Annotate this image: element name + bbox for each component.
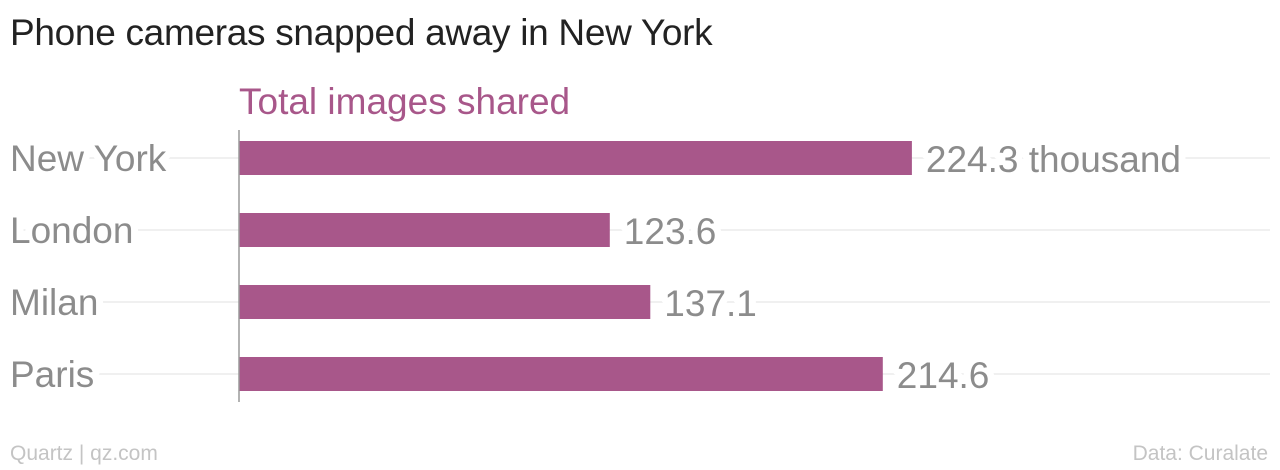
- category-label-london: London: [10, 210, 133, 251]
- bar-london: [239, 213, 610, 247]
- category-label-new-york: New York: [10, 138, 167, 179]
- footer-source-right: Data: Curalate: [1132, 442, 1268, 465]
- chart-title: Phone cameras snapped away in New York: [10, 12, 713, 53]
- value-label-milan: 137.1: [664, 283, 757, 324]
- value-label-london: 123.6: [624, 211, 717, 252]
- category-label-milan: Milan: [10, 282, 98, 323]
- footer-source-left: Quartz | qz.com: [10, 442, 158, 465]
- value-label-paris: 214.6: [897, 355, 990, 396]
- series-label: Total images shared: [239, 81, 570, 122]
- bar-paris: [239, 357, 883, 391]
- category-label-paris: Paris: [10, 354, 94, 395]
- value-label-new-york: 224.3 thousand: [926, 139, 1181, 180]
- bar-milan: [239, 285, 651, 319]
- bar-new-york: [239, 141, 912, 175]
